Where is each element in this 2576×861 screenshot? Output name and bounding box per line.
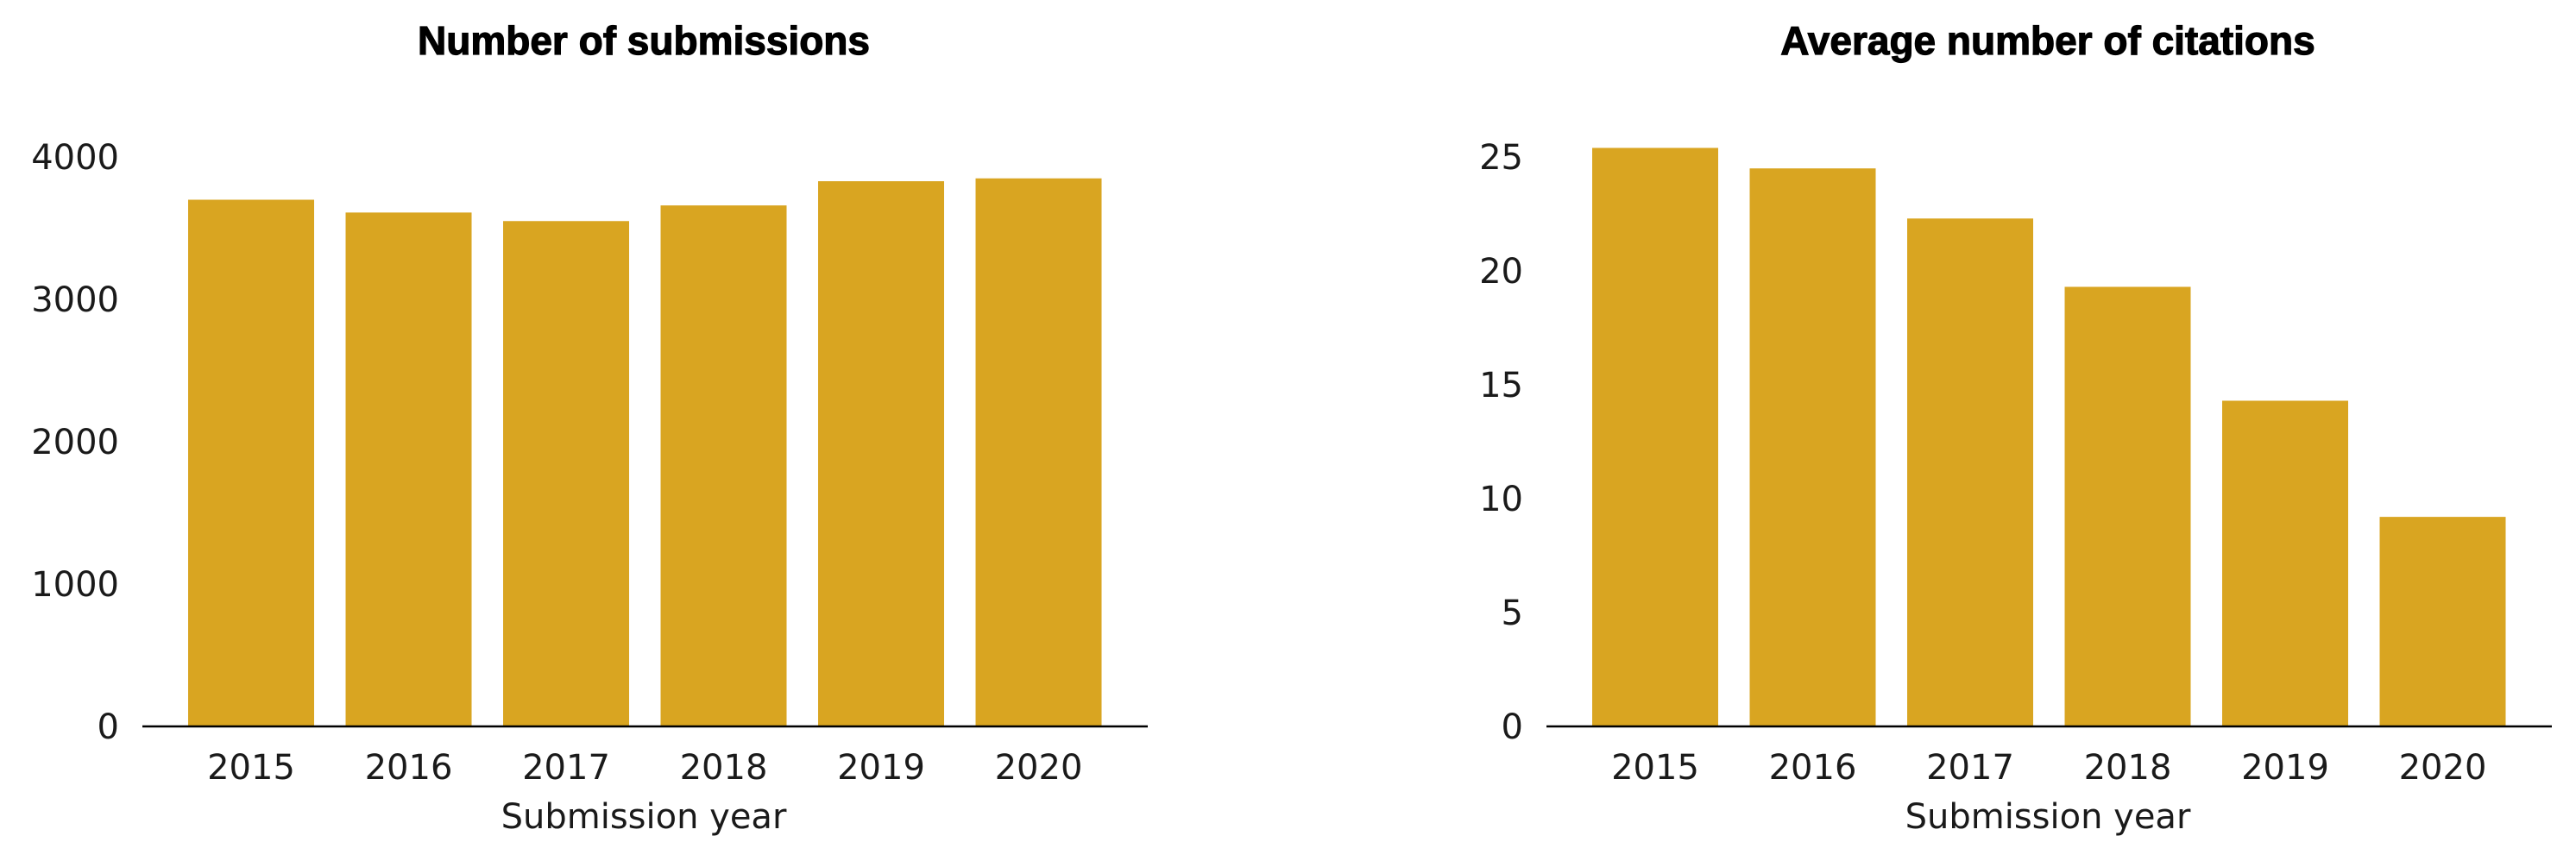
- x-tick-label: 2020: [2399, 748, 2487, 788]
- x-tick-label: 2018: [680, 748, 768, 788]
- x-tick-label: 2019: [837, 748, 925, 788]
- y-tick-label: 2000: [31, 423, 119, 462]
- bar-2017: [1907, 218, 2033, 726]
- y-tick-label: 10: [1479, 480, 1523, 519]
- y-axis-ticks: 0 1000 2000 3000 4000: [31, 138, 119, 747]
- y-tick-label: 15: [1479, 366, 1523, 405]
- bar-2019: [2222, 400, 2348, 726]
- y-tick-label: 20: [1479, 252, 1523, 292]
- bars: [188, 178, 1102, 727]
- bars: [1592, 148, 2506, 726]
- submissions-chart: Number of submissions 01000200030004000 …: [31, 17, 1148, 837]
- chart-title: Average number of citations: [1780, 18, 2315, 63]
- bar-2017: [503, 221, 629, 726]
- bar-2018: [2064, 286, 2191, 726]
- bar-2016: [1749, 168, 1876, 726]
- bar-2016: [345, 212, 472, 727]
- y-tick-label: 4000: [31, 138, 119, 178]
- y-tick-label: 3000: [31, 280, 119, 320]
- x-axis-label: Submission year: [1905, 797, 2191, 837]
- x-tick-label: 2018: [2084, 748, 2172, 788]
- x-tick-label: 2015: [1611, 748, 1699, 788]
- x-tick-label: 2017: [1926, 748, 2014, 788]
- x-axis-ticks: 2015 2016 2017 2018 2019 2020: [1611, 748, 2486, 788]
- x-tick-label: 2016: [365, 748, 453, 788]
- chart-title: Number of submissions: [418, 18, 870, 63]
- x-axis-label: Submission year: [501, 797, 787, 837]
- bar-2018: [660, 205, 787, 727]
- x-tick-label: 2020: [995, 748, 1083, 788]
- bar-2015: [1592, 148, 1718, 726]
- citations-chart: Average number of citations 0 5 10 15 20 25 2…: [1479, 17, 2552, 837]
- y-axis-ticks: 0 5 10 15 20 25: [1479, 138, 1523, 747]
- x-tick-label: 2016: [1769, 748, 1857, 788]
- bar-2020: [975, 178, 1102, 726]
- x-tick-label: 2019: [2241, 748, 2329, 788]
- x-tick-label: 2017: [522, 748, 610, 788]
- y-tick-label: 1000: [31, 565, 119, 605]
- bar-2015: [188, 199, 314, 726]
- x-axis-ticks: 2015 2016 2017 2018 2019 2020: [207, 748, 1082, 788]
- y-tick-label: 25: [1479, 138, 1523, 178]
- x-tick-label: 2015: [207, 748, 295, 788]
- bar-2020: [2379, 517, 2506, 726]
- y-tick-label: 0: [98, 707, 119, 747]
- y-tick-label: 0: [1502, 707, 1523, 747]
- y-tick-label: 5: [1502, 594, 1523, 633]
- bar-2019: [818, 181, 944, 727]
